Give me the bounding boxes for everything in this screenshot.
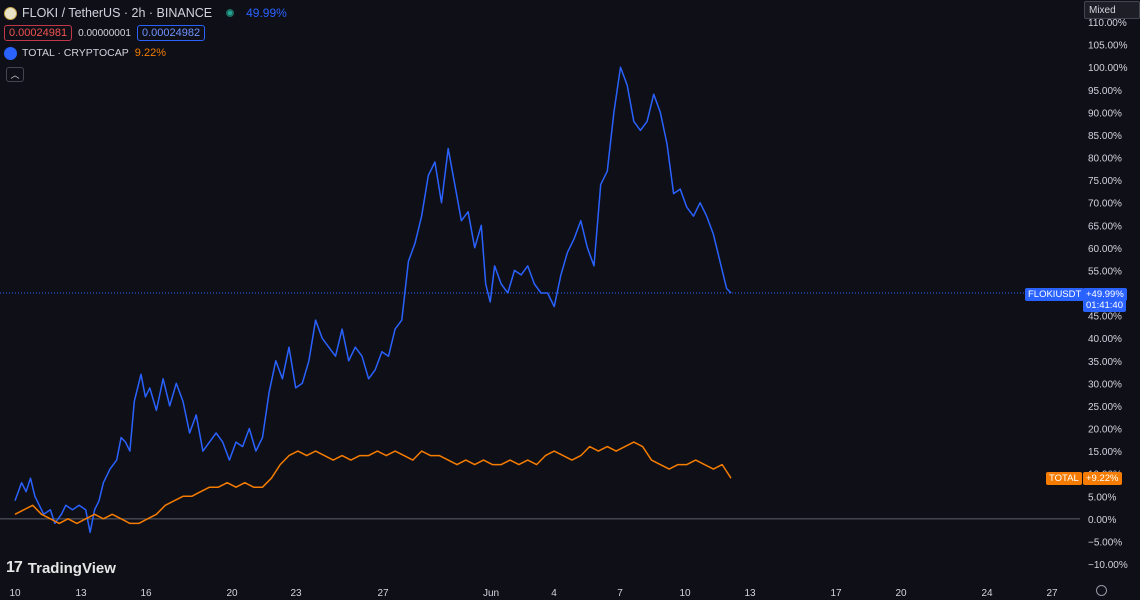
spread-value: 0.00000001 — [78, 27, 131, 39]
main-symbol-title[interactable]: FLOKI / TetherUS · 2h · BINANCE — [22, 6, 213, 20]
y-tick-label: 65.00% — [1088, 221, 1122, 232]
y-tick-label: 15.00% — [1088, 447, 1122, 458]
series-line-total — [14, 441, 732, 525]
y-tick-label: −5.00% — [1088, 537, 1122, 548]
y-tick-label: 75.00% — [1088, 176, 1122, 187]
y-tick-label: 0.00% — [1088, 515, 1116, 526]
x-tick-label: 13 — [744, 588, 756, 599]
y-tick-label: 90.00% — [1088, 108, 1122, 119]
x-tick-label: 23 — [290, 588, 302, 599]
main-price-tag: +49.99% — [1083, 288, 1127, 301]
y-tick-label: 85.00% — [1088, 131, 1122, 142]
x-tick-label: 24 — [981, 588, 993, 599]
main-symbol-row[interactable]: FLOKI / TetherUS · 2h · BINANCE 49.99% — [4, 3, 287, 23]
x-tick-label: 27 — [1046, 588, 1058, 599]
y-tick-label: 60.00% — [1088, 244, 1122, 255]
compare-symbol-row[interactable]: TOTAL · CRYPTOCAP 9.22% — [4, 43, 287, 63]
x-tick-label: 20 — [226, 588, 238, 599]
y-tick-label: 5.00% — [1088, 492, 1116, 503]
y-tick-label: 45.00% — [1088, 312, 1122, 323]
floki-icon — [4, 6, 17, 20]
bar-countdown-tag: 01:41:40 — [1083, 299, 1126, 312]
ask-price[interactable]: 0.00024982 — [136, 25, 206, 41]
compare-series-label-tag: TOTAL — [1046, 472, 1082, 485]
series-line-flokiusdt — [14, 66, 732, 534]
tradingview-logo[interactable]: 17 TradingView — [6, 559, 116, 577]
scale-mode-selector[interactable]: Mixed — [1084, 1, 1140, 19]
quote-row: 0.00024981 0.00000001 0.00024982 — [4, 23, 287, 43]
y-tick-label: 70.00% — [1088, 199, 1122, 210]
market-status-icon — [226, 9, 235, 17]
x-tick-label: 27 — [377, 588, 389, 599]
x-tick-label: 4 — [551, 588, 557, 599]
gear-icon[interactable] — [1096, 585, 1107, 596]
tradingview-mark-icon: 17 — [6, 559, 23, 576]
y-tick-label: 35.00% — [1088, 357, 1122, 368]
main-series-label-tag: FLOKIUSDT — [1025, 288, 1085, 301]
y-tick-label: 30.00% — [1088, 379, 1122, 390]
bid-price[interactable]: 0.00024981 — [4, 25, 73, 41]
y-tick-label: −10.00% — [1088, 560, 1128, 571]
y-tick-label: 100.00% — [1088, 63, 1128, 74]
y-tick-label: 55.00% — [1088, 266, 1122, 277]
y-tick-label: 20.00% — [1088, 425, 1122, 436]
chevron-up-icon: ︿ — [10, 70, 20, 80]
compare-symbol-title[interactable]: TOTAL · CRYPTOCAP — [22, 47, 129, 59]
y-tick-label: 95.00% — [1088, 86, 1122, 97]
y-tick-label: 40.00% — [1088, 334, 1122, 345]
chart-legend: FLOKI / TetherUS · 2h · BINANCE 49.99% 0… — [4, 3, 287, 82]
x-tick-label: 16 — [140, 588, 152, 599]
x-tick-label: 7 — [617, 588, 623, 599]
tradingview-wordmark: TradingView — [27, 559, 116, 577]
cryptocap-icon — [4, 46, 17, 60]
compare-change-value: 9.22% — [134, 47, 166, 59]
x-tick-label: 20 — [895, 588, 907, 599]
x-tick-label: 17 — [830, 588, 842, 599]
y-tick-label: 110.00% — [1088, 18, 1127, 29]
x-tick-label: 10 — [679, 588, 691, 599]
y-tick-label: 105.00% — [1088, 41, 1128, 52]
y-tick-label: 80.00% — [1088, 154, 1122, 165]
compare-price-tag: +9.22% — [1083, 472, 1122, 485]
x-tick-label: 13 — [75, 588, 87, 599]
legend-collapse-button[interactable]: ︿ — [6, 67, 24, 82]
x-tick-label: 10 — [9, 588, 21, 599]
x-tick-label: Jun — [483, 588, 499, 599]
y-tick-label: 25.00% — [1088, 402, 1122, 413]
main-change-value: 49.99% — [246, 6, 287, 20]
